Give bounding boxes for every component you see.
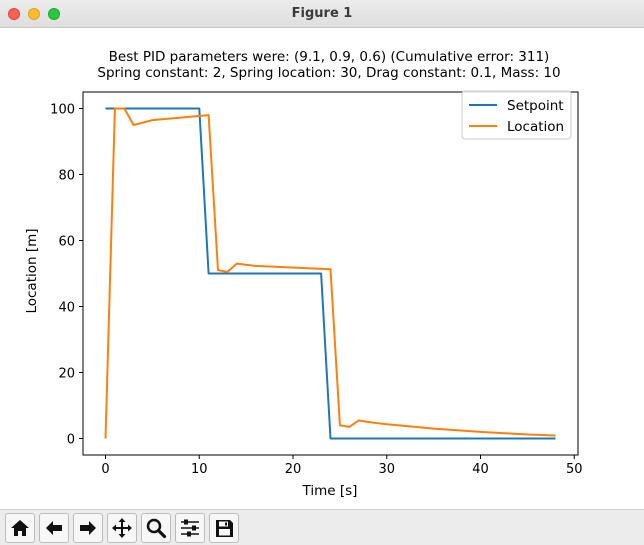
axes: 0 10 20 30 40 50 0 20 40 60 80 100 xyxy=(50,91,583,477)
close-window-button[interactable] xyxy=(8,8,20,20)
legend-label-location: Location xyxy=(507,119,564,135)
maximize-window-button[interactable] xyxy=(48,8,60,20)
x-tick-label: 0 xyxy=(101,462,109,477)
axes-frame xyxy=(82,91,579,456)
line-chart: Best PID parameters were: (9.1, 0.9, 0.6… xyxy=(24,49,583,499)
floppy-disk-icon xyxy=(216,520,233,537)
minimize-window-button[interactable] xyxy=(28,8,40,20)
back-button[interactable] xyxy=(39,513,69,543)
window-title: Figure 1 xyxy=(291,6,353,21)
x-tick-label: 40 xyxy=(472,462,489,477)
chart-title: Best PID parameters were: (9.1, 0.9, 0.6… xyxy=(109,49,550,65)
chart-legend: Setpoint Location xyxy=(461,90,572,140)
save-button[interactable] xyxy=(209,513,239,543)
chart-subtitle: Spring constant: 2, Spring location: 30,… xyxy=(97,65,560,81)
y-tick-label: 80 xyxy=(58,169,75,184)
legend-label-setpoint: Setpoint xyxy=(507,98,564,114)
y-tick-label: 100 xyxy=(50,103,75,118)
zoom-button[interactable] xyxy=(141,513,171,543)
x-tick-label: 30 xyxy=(378,462,395,477)
y-tick-label: 40 xyxy=(58,301,75,316)
figure-canvas: Best PID parameters were: (9.1, 0.9, 0.6… xyxy=(0,28,644,509)
configure-subplots-button[interactable] xyxy=(175,513,205,543)
home-icon xyxy=(11,520,29,536)
x-tick-label: 10 xyxy=(191,462,208,477)
y-axis-label: Location [m] xyxy=(24,228,40,313)
forward-button[interactable] xyxy=(73,513,103,543)
window-titlebar: Figure 1 xyxy=(0,0,644,28)
series-line-location xyxy=(104,107,556,439)
magnifier-icon xyxy=(146,518,167,539)
x-tick-label: 20 xyxy=(285,462,302,477)
home-button[interactable] xyxy=(5,513,35,543)
series-line-setpoint xyxy=(105,107,556,440)
y-tick-label: 60 xyxy=(58,235,75,250)
plot-area xyxy=(104,107,556,440)
arrow-right-icon xyxy=(80,521,96,535)
sliders-icon xyxy=(181,519,199,537)
move-icon xyxy=(112,518,132,538)
pan-button[interactable] xyxy=(107,513,137,543)
x-tick-label: 50 xyxy=(566,462,583,477)
arrow-left-icon xyxy=(46,521,62,535)
y-tick-label: 20 xyxy=(58,367,75,382)
x-axis-label: Time [s] xyxy=(302,483,358,499)
y-tick-label: 0 xyxy=(67,433,75,448)
figure-toolbar xyxy=(0,509,644,545)
